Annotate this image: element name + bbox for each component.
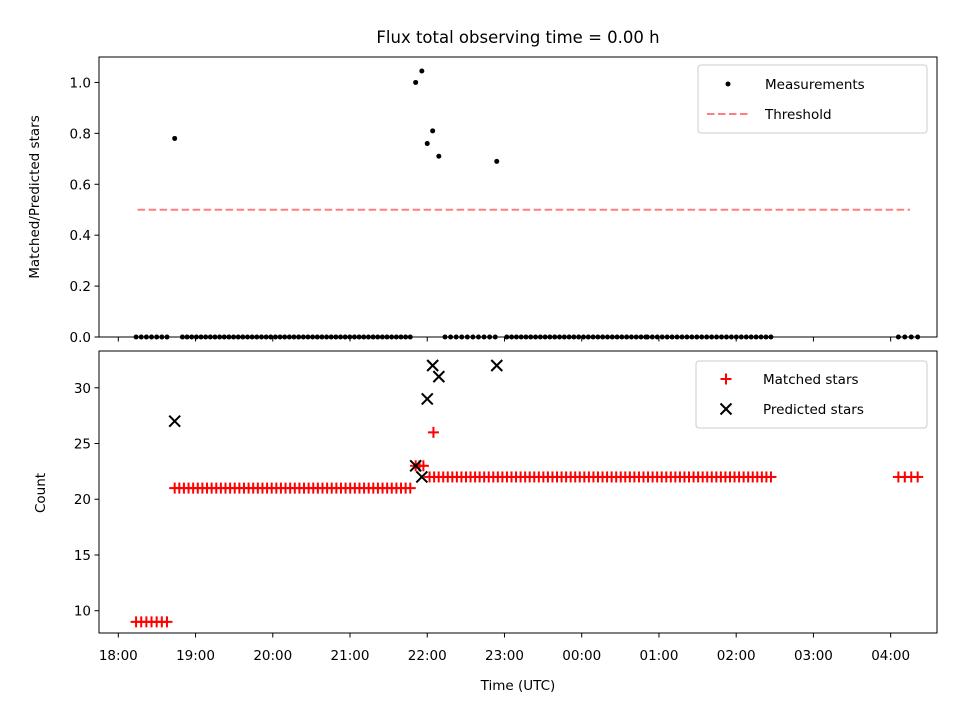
top-axes-frame (98, 56, 938, 338)
bottom-y-tick-label: 20 (74, 492, 91, 508)
predicted-star-point (415, 470, 429, 484)
measurement-point (436, 153, 442, 159)
bottom-x-ticks: 18:00 19:00 20:00 21:00 22:00 23:00 00:00 01:00… (99, 633, 910, 664)
x-tick-label: 00:00 (562, 648, 601, 664)
predicted-star-point (421, 392, 434, 406)
chart-title: Flux total observing time = 0.00 h (376, 28, 659, 47)
legend-matched-marker (720, 373, 732, 385)
legend-measurements-label: Measurements (765, 77, 865, 93)
predicted-star-point (490, 359, 503, 372)
matched-star-point (404, 482, 416, 494)
predicted-star-point (432, 370, 446, 383)
bottom-legend-box (695, 360, 928, 429)
x-tick-label: 01:00 (640, 648, 679, 664)
top-y-axis-label: Matched/Predicted stars (27, 115, 43, 278)
legend-threshold-label: Threshold (764, 107, 832, 123)
x-tick-label: 18:00 (99, 648, 138, 664)
bottom-y-axis-label: Count (33, 473, 49, 513)
predicted-star-point (168, 415, 181, 428)
matched-star-point (765, 471, 777, 483)
top-y-tick-label: 0.4 (70, 228, 91, 244)
x-tick-label: 04:00 (871, 648, 910, 664)
x-axis-label: Time (UTC) (480, 678, 556, 694)
measurement-point (419, 68, 425, 74)
bottom-panel: 10 15 20 25 30 18:00 19:00 20:00 21:00 22:00 23:0… (33, 350, 938, 694)
bottom-y-ticks: 10 15 20 25 30 (74, 381, 99, 620)
measurement-point (413, 79, 419, 85)
x-tick-label: 02:00 (717, 648, 756, 664)
x-tick-label: 20:00 (253, 648, 292, 664)
measurement-point (494, 158, 500, 164)
predicted-stars-series (168, 359, 503, 484)
legend-predicted-marker (719, 402, 733, 416)
bottom-legend: Matched stars Predicted stars (695, 360, 928, 429)
bottom-y-tick-label: 30 (74, 381, 91, 397)
x-tick-label: 22:00 (408, 648, 447, 664)
x-tick-label: 23:00 (485, 648, 524, 664)
matched-star-point (161, 616, 173, 628)
top-y-tick-label: 0.8 (70, 126, 91, 142)
x-tick-label: 03:00 (794, 648, 833, 664)
matched-star-point (912, 471, 924, 483)
predicted-star-point (409, 459, 422, 473)
bottom-y-tick-label: 15 (74, 548, 91, 564)
matched-star-point (417, 460, 429, 472)
matched-stars-series (130, 426, 924, 628)
top-legend-box (697, 64, 928, 134)
measurement-point (424, 141, 430, 147)
measurement-point (430, 128, 436, 134)
x-tick-label: 19:00 (176, 648, 215, 664)
top-y-tick-label: 0.6 (70, 177, 91, 193)
x-tick-label: 21:00 (331, 648, 370, 664)
top-y-tick-label: 0.0 (70, 330, 91, 346)
bottom-y-tick-label: 25 (74, 437, 91, 453)
bottom-y-tick-label: 10 (74, 604, 91, 620)
measurement-point (172, 135, 178, 141)
matched-star-point (427, 426, 439, 438)
top-y-ticks: 0.0 0.2 0.4 0.6 0.8 1.0 (70, 75, 99, 346)
top-y-tick-label: 0.2 (70, 279, 91, 295)
legend-measurements-marker (725, 81, 731, 87)
bottom-axes-frame (98, 350, 938, 634)
top-panel: 0.0 0.2 0.4 0.6 0.8 1.0 Matched/Predicted sta… (27, 56, 938, 346)
top-y-tick-label: 1.0 (70, 75, 91, 91)
legend-predicted-label: Predicted stars (763, 402, 864, 418)
top-legend: Measurements Threshold (697, 64, 928, 134)
predicted-star-point (426, 359, 439, 372)
legend-matched-label: Matched stars (763, 372, 859, 388)
